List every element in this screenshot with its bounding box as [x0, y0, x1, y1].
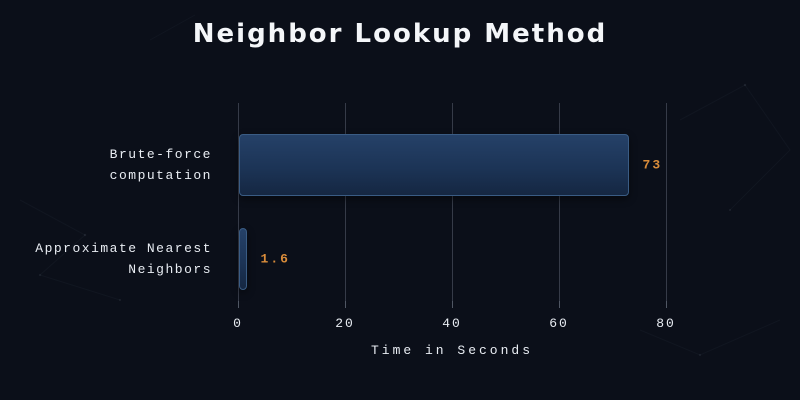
chart-title: Neighbor Lookup Method	[192, 19, 608, 49]
category-label-ann: Approximate Nearest Neighbors	[35, 241, 212, 277]
x-tick-mark	[666, 301, 667, 308]
bar-approximate-nearest-neighbors	[239, 228, 247, 290]
category-label-brute-force: Brute-force computation	[109, 147, 212, 183]
x-tick-label: 80	[656, 316, 676, 331]
gridline	[666, 103, 667, 301]
x-tick-mark	[452, 301, 453, 308]
x-tick-label: 40	[442, 316, 462, 331]
x-tick-mark	[238, 301, 239, 308]
value-label-brute-force: 73	[642, 157, 663, 173]
gridline	[238, 103, 239, 301]
x-tick-mark	[345, 301, 346, 308]
gridline	[452, 103, 453, 301]
bar-row: Approximate Nearest Neighbors 1.6	[0, 228, 800, 290]
gridline	[559, 103, 560, 301]
x-tick-label: 20	[335, 316, 355, 331]
bar-brute-force-computation	[239, 134, 629, 196]
value-label-ann: 1.6	[260, 251, 290, 267]
bar-row: Brute-force computation 73	[0, 134, 800, 196]
gridline	[345, 103, 346, 301]
x-tick-mark	[559, 301, 560, 308]
x-tick-label: 0	[233, 316, 243, 331]
x-tick-label: 60	[549, 316, 569, 331]
x-axis-title: Time in Seconds	[370, 343, 534, 358]
